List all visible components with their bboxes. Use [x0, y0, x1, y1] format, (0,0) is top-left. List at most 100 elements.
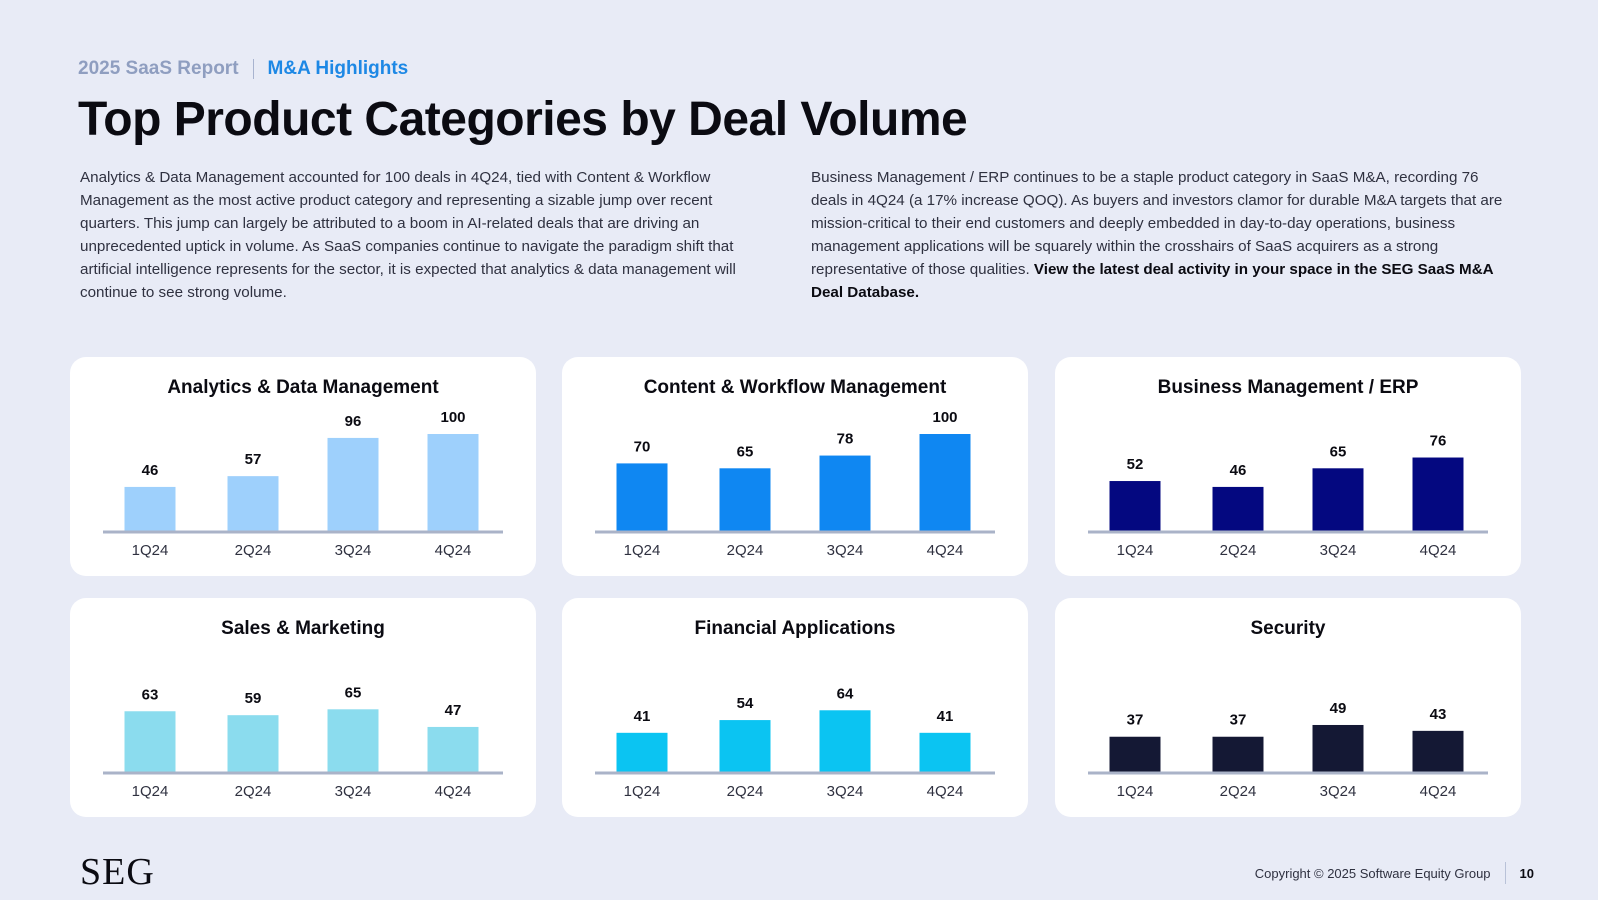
data-label: 47: [445, 702, 462, 719]
bar-2q24: [227, 476, 279, 532]
bar-chart-content-workflow: 70 1Q24 65 2Q24 78 3Q24 100 4Q24: [595, 409, 995, 559]
intro-right-text: Business Management / ERP continues to b…: [811, 169, 1503, 278]
data-label: 41: [937, 708, 954, 725]
x-tick-label: 4Q24: [435, 783, 472, 800]
chart-card-financial-applications: Financial Applications 41 1Q24 54 2Q24 64 3Q2…: [562, 598, 1028, 817]
x-tick-label: 3Q24: [335, 783, 372, 800]
chart-card-business-management: Business Management / ERP 52 1Q24 46 2Q24 65…: [1055, 357, 1521, 576]
x-tick-label: 1Q24: [624, 542, 661, 559]
bar-4q24: [427, 434, 479, 532]
bar-2q24: [1212, 736, 1264, 773]
bar-chart-sales-marketing: 63 1Q24 59 2Q24 65 3Q24 47 4Q24: [103, 684, 503, 800]
data-label: 65: [345, 684, 362, 701]
x-tick-label: 4Q24: [435, 542, 472, 559]
bar-3q24: [819, 455, 871, 532]
header-divider: [252, 59, 254, 79]
seg-logo: SEG: [80, 851, 155, 893]
data-label: 49: [1330, 700, 1347, 717]
chart-title: Security: [1250, 618, 1326, 639]
section-name: M&A Highlights: [267, 58, 409, 79]
bar-chart-security: 37 1Q24 37 2Q24 49 3Q24 43 4Q24: [1088, 700, 1488, 800]
x-tick-label: 1Q24: [1117, 783, 1154, 800]
bar-3q24: [327, 709, 379, 773]
page-title: Top Product Categories by Deal Volume: [78, 93, 968, 146]
bar-2q24: [719, 468, 771, 532]
data-label: 65: [1330, 443, 1347, 460]
intro-left-paragraph: Analytics & Data Management accounted fo…: [80, 169, 736, 301]
page-number: 10: [1519, 865, 1534, 881]
data-label: 59: [245, 690, 262, 707]
x-tick-label: 4Q24: [927, 542, 964, 559]
chart-card-content-workflow: Content & Workflow Management 70 1Q24 65 2Q…: [562, 357, 1028, 576]
chart-title: Sales & Marketing: [221, 618, 385, 639]
bar-chart-analytics: 46 1Q24 57 2Q24 96 3Q24 100 4Q24: [103, 409, 503, 559]
bar-4q24: [919, 434, 971, 532]
x-tick-label: 2Q24: [1220, 542, 1257, 559]
chart-card-sales-marketing: Sales & Marketing 63 1Q24 59 2Q24 65 3Q24 47 4Q…: [70, 598, 536, 817]
data-label: 46: [142, 462, 159, 479]
chart-card-analytics: Analytics & Data Management 46 1Q24 57 2Q24…: [70, 357, 536, 576]
bar-4q24: [1412, 730, 1464, 773]
bar-4q24: [1412, 457, 1464, 532]
data-label: 57: [245, 451, 262, 468]
x-tick-label: 3Q24: [335, 542, 372, 559]
x-tick-label: 1Q24: [132, 542, 169, 559]
data-label: 46: [1230, 462, 1247, 479]
x-tick-label: 2Q24: [235, 542, 272, 559]
x-tick-label: 3Q24: [1320, 542, 1357, 559]
data-label: 64: [837, 685, 854, 702]
bar-3q24: [327, 437, 379, 532]
bar-2q24: [227, 715, 279, 773]
bar-1q24: [616, 463, 668, 532]
x-tick-label: 3Q24: [827, 542, 864, 559]
bar-chart-financial-applications: 41 1Q24 54 2Q24 64 3Q24 41 4Q24: [595, 685, 995, 800]
footer-divider: [1504, 862, 1506, 884]
chart-card-security: Security 37 1Q24 37 2Q24 49 3Q24 43 4Q24: [1055, 598, 1521, 817]
chart-title: Analytics & Data Management: [167, 377, 439, 398]
x-tick-label: 2Q24: [727, 783, 764, 800]
bar-4q24: [919, 732, 971, 773]
data-label: 52: [1127, 456, 1144, 473]
data-label: 37: [1127, 712, 1144, 729]
data-label: 70: [634, 438, 651, 455]
x-tick-label: 1Q24: [624, 783, 661, 800]
x-tick-label: 1Q24: [132, 783, 169, 800]
data-label: 78: [837, 431, 854, 448]
data-label: 100: [440, 409, 465, 426]
bar-3q24: [1312, 724, 1364, 773]
bar-1q24: [124, 711, 176, 773]
x-tick-label: 4Q24: [1420, 542, 1457, 559]
bar-3q24: [1312, 468, 1364, 532]
data-label: 76: [1430, 433, 1447, 450]
bar-4q24: [427, 726, 479, 773]
x-tick-label: 3Q24: [1320, 783, 1357, 800]
bar-1q24: [1109, 481, 1161, 532]
bar-1q24: [124, 486, 176, 532]
data-label: 96: [345, 413, 362, 430]
deal-database-callout: View the latest deal activity in your sp…: [811, 261, 1494, 301]
data-label: 65: [737, 443, 754, 460]
bar-2q24: [719, 720, 771, 773]
bar-2q24: [1212, 486, 1264, 532]
bar-3q24: [819, 710, 871, 773]
x-tick-label: 2Q24: [1220, 783, 1257, 800]
x-tick-label: 2Q24: [235, 783, 272, 800]
data-label: 100: [932, 409, 957, 426]
data-label: 41: [634, 708, 651, 725]
report-name: 2025 SaaS Report: [78, 58, 239, 79]
chart-title: Business Management / ERP: [1157, 377, 1419, 398]
bar-1q24: [616, 732, 668, 773]
bar-chart-business-management: 52 1Q24 46 2Q24 65 3Q24 76 4Q24: [1088, 433, 1488, 559]
x-tick-label: 3Q24: [827, 783, 864, 800]
chart-title: Financial Applications: [694, 618, 896, 639]
data-label: 63: [142, 686, 159, 703]
x-tick-label: 4Q24: [927, 783, 964, 800]
bar-1q24: [1109, 736, 1161, 773]
chart-title: Content & Workflow Management: [643, 377, 947, 398]
copyright-text: Copyright © 2025 Software Equity Group: [1254, 865, 1491, 881]
x-tick-label: 2Q24: [727, 542, 764, 559]
x-tick-label: 4Q24: [1420, 783, 1457, 800]
footer: Copyright © 2025 Software Equity Group 1…: [1255, 862, 1534, 884]
report-header: 2025 SaaS Report M&A Highlights: [78, 58, 408, 80]
x-tick-label: 1Q24: [1117, 542, 1154, 559]
